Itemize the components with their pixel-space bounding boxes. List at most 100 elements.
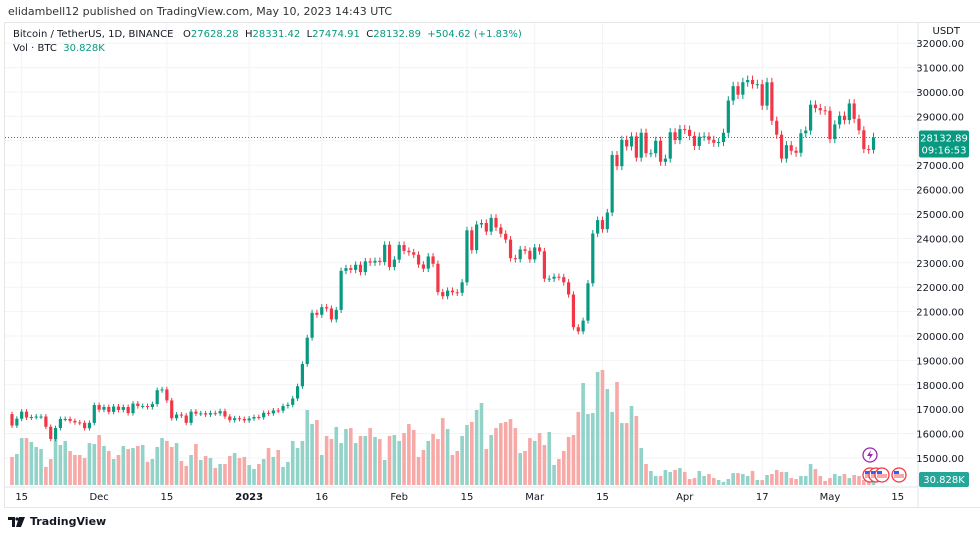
volume-bar (73, 455, 77, 485)
candle-body (194, 411, 198, 414)
volume-bar (833, 474, 837, 485)
volume-bar (82, 458, 87, 485)
volume-bar (687, 479, 692, 485)
price-tick-label: 25000.00 (916, 210, 964, 221)
price-tick-label: 31000.00 (916, 64, 964, 75)
candle-body (242, 418, 246, 421)
volume-bar (784, 471, 789, 485)
time-tick-label: Apr (676, 492, 694, 503)
low-label: L (306, 29, 313, 40)
volume-bar (474, 410, 479, 485)
candle-body (392, 259, 396, 267)
price-tick-label: 32000.00 (916, 39, 964, 50)
volume-bar (107, 450, 111, 485)
time-tick-label: 2023 (235, 492, 263, 503)
candle-body (87, 422, 92, 429)
volume-bar (455, 450, 460, 485)
candle-body (320, 307, 324, 315)
candle-body (813, 104, 818, 109)
symbol-title[interactable]: Bitcoin / TetherUS, 1D, BINANCE (13, 29, 174, 40)
volume-bar (634, 415, 639, 485)
volume-bar (770, 474, 774, 485)
volume-bar (697, 470, 702, 485)
price-tick-label: 26000.00 (916, 186, 964, 197)
candle-body (421, 264, 425, 269)
volume-bar (794, 479, 798, 485)
candle-body (431, 256, 435, 264)
candle-body (600, 220, 605, 230)
candle-body (233, 418, 237, 421)
volume-bar (857, 475, 861, 485)
volume-bar (799, 475, 803, 485)
volume-bar (34, 446, 38, 485)
candle-body (615, 154, 619, 167)
candle-body (121, 407, 125, 410)
candle-body (460, 282, 464, 293)
tradingview-logo-text: TradingView (30, 515, 107, 528)
candle-body (174, 414, 179, 419)
volume-bar (373, 436, 377, 485)
open-label: O (183, 29, 191, 40)
volume-bar (257, 464, 261, 485)
candle-body (663, 158, 667, 162)
lightning-event-icon[interactable] (862, 447, 878, 463)
candle-body (818, 108, 822, 111)
candle-body (223, 411, 227, 417)
volume-bar (837, 475, 842, 485)
volume-bar (368, 428, 372, 485)
volume-bar (121, 445, 126, 485)
volume-bar (682, 471, 687, 485)
candle-body (654, 140, 658, 154)
volume-bar (63, 440, 68, 485)
ohlc-row: Bitcoin / TetherUS, 1D, BINANCE O27628.2… (13, 28, 522, 42)
volume-bar (295, 448, 300, 485)
price-tick-label: 29000.00 (916, 112, 964, 123)
volume-bar (518, 453, 522, 485)
volume-bar (581, 383, 585, 485)
time-tick-label: 15 (596, 492, 609, 503)
volume-bar (566, 436, 571, 485)
candle-body (189, 411, 193, 423)
price-tick-label: 22000.00 (916, 283, 964, 294)
volume-bar (169, 446, 174, 485)
volume-bar (528, 438, 532, 485)
candle-body (218, 411, 222, 414)
last-price-badge: 28132.89 09:16:53 (919, 130, 969, 158)
price-tick-label: 15000.00 (916, 454, 964, 465)
candle-body (213, 413, 217, 415)
time-tick-label: 15 (461, 492, 474, 503)
volume-bar (97, 435, 101, 485)
volume-bar (116, 455, 121, 485)
volume-bar (324, 435, 329, 485)
close-label: C (366, 29, 374, 40)
us-flag-event-icon[interactable] (891, 467, 907, 483)
volume-bar (155, 446, 159, 485)
price-tick-label: 24000.00 (916, 234, 964, 245)
volume-value: 30.828K (63, 43, 105, 54)
volume-bar (349, 428, 353, 485)
volume-bar (382, 460, 387, 485)
candle-body (746, 80, 750, 83)
candle-body (10, 414, 14, 426)
candle-body (838, 115, 842, 125)
tradingview-logo[interactable]: TradingView (8, 515, 106, 528)
volume-bar (392, 435, 397, 485)
volume-label[interactable]: Vol · BTC (13, 43, 57, 54)
candle-body (325, 307, 329, 309)
candle-body (49, 426, 53, 439)
volume-bar (436, 439, 440, 485)
volume-bar (213, 468, 218, 485)
candle-body (784, 145, 788, 159)
volume-bar (765, 475, 769, 485)
volume-bar (281, 466, 285, 485)
candle-body (300, 364, 304, 387)
candle-body (24, 411, 29, 418)
candlestick-chart[interactable]: 15000.00 16000.00 17000.00 18000.00 19000.00… (0, 0, 980, 510)
candle-body (736, 86, 740, 95)
candle-body (620, 139, 624, 167)
us-flag-event-icon[interactable] (874, 467, 890, 483)
candle-body (271, 410, 275, 414)
candle-body (179, 414, 183, 416)
volume-bar (721, 481, 726, 485)
volume-bar (726, 479, 731, 485)
